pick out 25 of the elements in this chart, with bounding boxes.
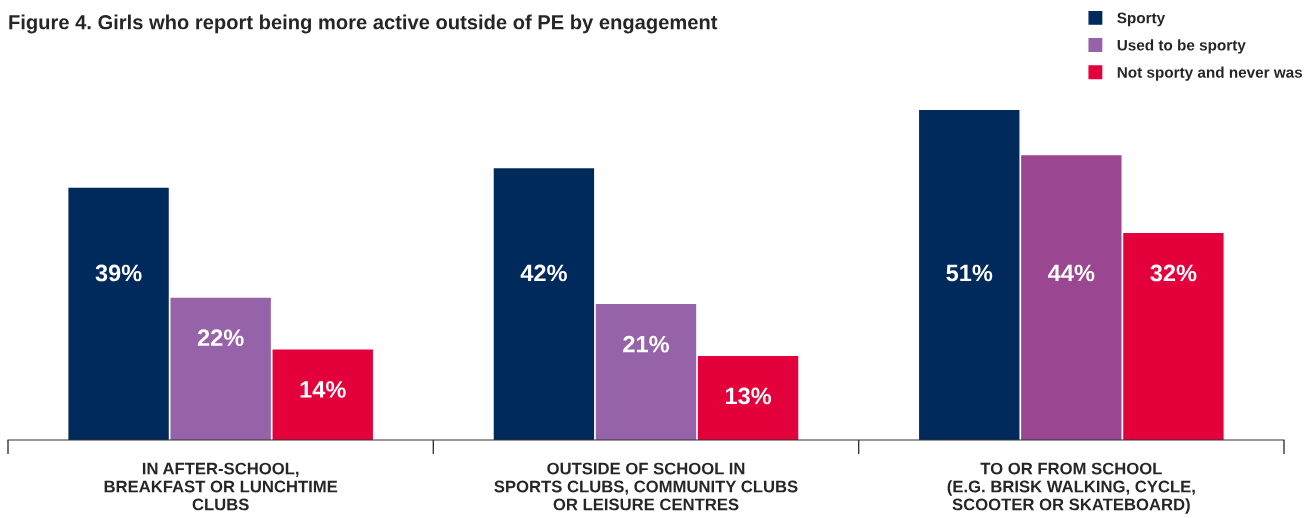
legend-label: Not sporty and never was xyxy=(1117,66,1303,81)
legend-label: Sporty xyxy=(1117,12,1166,27)
chart-title: Figure 4. Girls who report being more active outside of PE by engagement xyxy=(9,14,718,34)
bar xyxy=(272,349,373,440)
data-label: 39% xyxy=(95,264,142,282)
bar xyxy=(170,297,271,440)
data-label: 22% xyxy=(197,329,244,346)
bar xyxy=(1123,232,1224,440)
legend-label: Used to be sporty xyxy=(1117,39,1246,54)
data-label: 51% xyxy=(946,264,993,282)
bar xyxy=(493,168,595,440)
data-label: 42% xyxy=(520,264,567,282)
bar xyxy=(919,110,1020,440)
bar xyxy=(697,355,799,440)
bar xyxy=(595,304,697,440)
x-tick-label: IN AFTER-SCHOOL, BREAKFAST OR LUNCHTIME CLUBS xyxy=(104,462,338,511)
x-tick-label: TO OR FROM SCHOOL (E.G. BRISK WALKING, CYCLE, SCOOTER OR SKATEBOARD) xyxy=(947,462,1195,514)
data-label: 32% xyxy=(1150,264,1197,282)
data-label: 44% xyxy=(1048,264,1095,282)
bar xyxy=(1021,155,1122,440)
data-label: 14% xyxy=(300,381,346,398)
x-tick-label: OUTSIDE OF SCHOOL IN SPORTS CLUBS, COMMUNITY CLUBS OR LEISURE CENTRES xyxy=(494,462,798,511)
data-label: 21% xyxy=(623,335,670,353)
data-label: 13% xyxy=(725,387,772,405)
bar xyxy=(68,187,169,440)
